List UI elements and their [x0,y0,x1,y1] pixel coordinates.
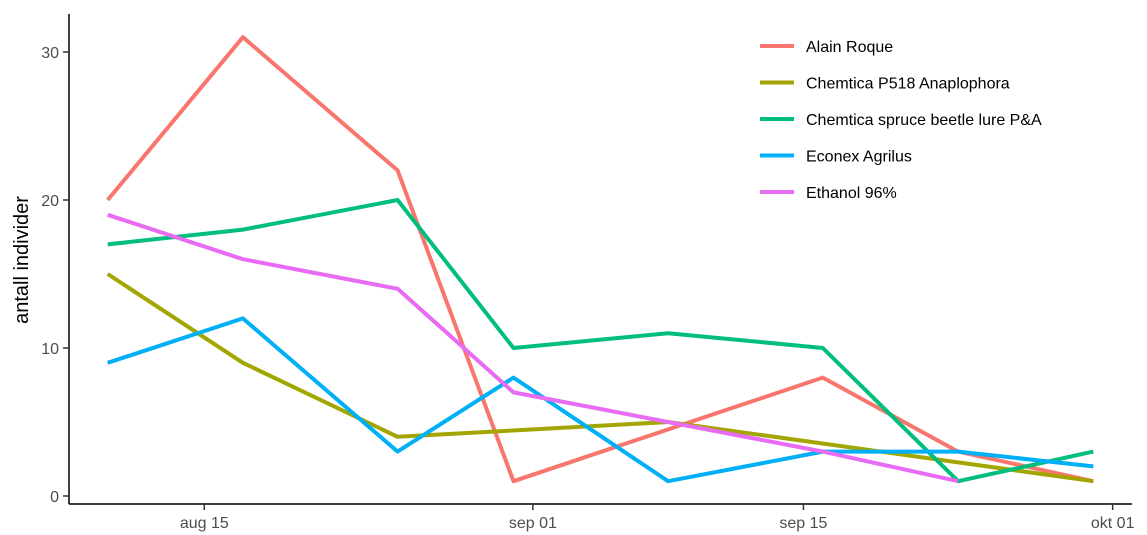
y-axis: 0 10 20 30 [41,14,70,506]
x-tick-label: okt 01 [1091,515,1135,532]
y-tick-label: 20 [41,193,59,210]
x-tick-label: sep 15 [779,515,827,532]
y-tick-label: 0 [50,489,59,506]
series-line [107,198,1094,484]
series-line [106,35,1094,484]
x-tick-label: sep 01 [509,515,557,532]
y-axis-title: antall individer [11,196,33,324]
series-line [107,212,959,484]
series-layer [106,35,1094,484]
y-tick-label: 30 [41,45,59,62]
legend-label: Chemtica P518 Anaplophora [806,76,1010,93]
x-tick-label: aug 15 [180,515,229,532]
series-line [107,316,1094,484]
legend-label: Alain Roque [806,39,893,56]
legend: Alain Roque Chemtica P518 Anaplophora Chem… [760,39,1042,202]
legend-label: Chemtica spruce beetle lure P&A [806,112,1042,129]
y-tick-label: 10 [41,341,59,358]
x-axis: aug 15 sep 01 sep 15 okt 01 [69,503,1135,532]
legend-label: Econex Agrilus [806,149,912,166]
legend-label: Ethanol 96% [806,185,897,202]
